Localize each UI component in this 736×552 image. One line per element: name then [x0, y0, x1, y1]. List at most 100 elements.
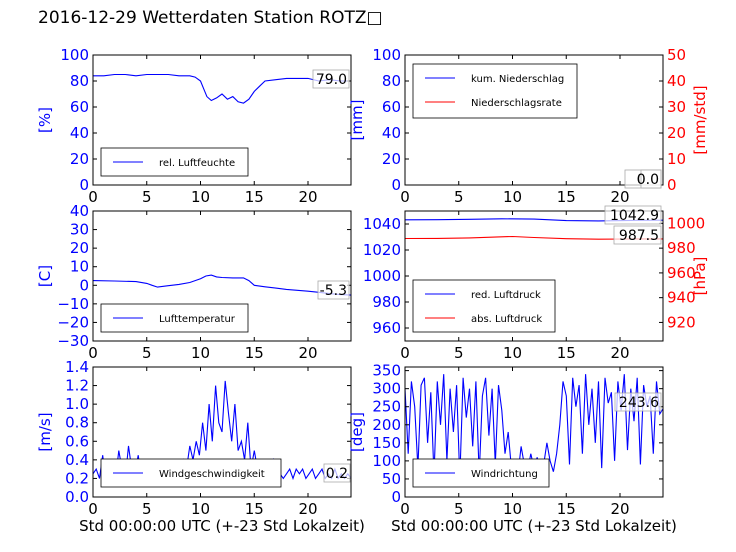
x-tick-label: 15: [557, 188, 576, 206]
x-tick-label: 0: [88, 344, 98, 362]
series-line-humidity-0: [93, 73, 351, 104]
y-tick-label: 40: [382, 124, 401, 142]
y2-tick-label: 0: [667, 176, 677, 194]
y-axis-label: [C]: [36, 265, 54, 287]
y-tick-label: 100: [372, 46, 401, 64]
page-title: 2016-12-29 Wetterdaten Station ROTZ□: [38, 8, 383, 28]
y-tick-label: 30: [70, 221, 89, 239]
x-tick-label: 10: [503, 188, 522, 206]
value-annotation-box: [312, 69, 350, 89]
value-annotation-box: [614, 392, 662, 412]
chart-pressure: 0 5 10 15 20 960 980 1000 1020 1040 920 940 960 980 10…: [363, 205, 709, 362]
y-axis-label: [%]: [36, 107, 54, 133]
x-tick-label: 0: [400, 500, 410, 518]
y-tick-label: 1.0: [65, 395, 89, 413]
legend: Lufttemperatur: [100, 303, 249, 333]
y-tick-label: 1.2: [65, 377, 89, 395]
y-tick-label: 0: [391, 488, 401, 506]
y2-axis-label: [mm/std]: [691, 85, 709, 154]
x-tick-label: 15: [557, 344, 576, 362]
y2-tick-label: 10: [667, 150, 686, 168]
y-tick-label: 350: [372, 362, 401, 380]
x-tick-label: 20: [298, 188, 317, 206]
legend: kum. Niederschlag Niederschlagsrate: [412, 63, 578, 119]
value-annotation-box: [323, 463, 351, 483]
y-tick-label: −30: [57, 332, 89, 350]
chart-precip: 0 5 10 15 20 0 20 40 60 80 100 0 10 20 30 40 50 [mm] [mm/s…: [348, 46, 709, 206]
value-annotation: -5.3: [320, 283, 347, 299]
legend-label: Niederschlagsrate: [471, 98, 562, 109]
legend-label: Lufttemperatur: [159, 314, 236, 325]
legend-box: [412, 279, 556, 333]
value-annotation: 0.0: [637, 172, 659, 188]
y-tick-label: 50: [382, 470, 401, 488]
y-tick-label: 960: [372, 319, 401, 337]
y-tick-label: 0.6: [65, 432, 89, 450]
x-tick-label: 15: [245, 344, 264, 362]
y-tick-label: 80: [382, 72, 401, 90]
value-annotation-box: [604, 205, 662, 225]
value-annotation-box: [613, 225, 662, 245]
chart-temperature: 0 5 10 15 20−30−20−10010203040[C]Lufttempera…: [36, 202, 352, 362]
axes-frame: [404, 54, 664, 186]
x-tick-label: 10: [191, 344, 210, 362]
y-tick-label: 10: [70, 258, 89, 276]
value-annotation: 79.0: [316, 72, 347, 88]
y-tick-label: 1020: [363, 241, 401, 259]
value-annotation-box: [640, 169, 662, 189]
y-tick-label: 0.2: [65, 469, 89, 487]
legend-label: Windrichtung: [471, 469, 538, 480]
y2-tick-label: 1000: [667, 214, 705, 232]
value-annotation-box: [317, 280, 350, 300]
series-line-temperature-0: [93, 274, 351, 296]
y-tick-label: 100: [372, 452, 401, 470]
value-annotation: 987.5: [619, 228, 659, 244]
x-tick-label: 20: [610, 500, 629, 518]
legend-label: rel. Luftfeuchte: [159, 158, 235, 169]
y-tick-label: 200: [372, 416, 401, 434]
y-tick-label: 300: [372, 380, 401, 398]
x-tick-label: 10: [503, 344, 522, 362]
axes-frame: [92, 210, 352, 342]
y-tick-label: 250: [372, 398, 401, 416]
x-tick-label: 15: [557, 500, 576, 518]
y-tick-label: 150: [372, 434, 401, 452]
axes-frame: [404, 366, 664, 498]
y2-tick-label: 30: [667, 98, 686, 116]
value-annotation: 243.6: [619, 395, 659, 411]
y2-tick-label: 50: [667, 46, 686, 64]
x-tick-label: 5: [454, 188, 464, 206]
legend: Windrichtung: [412, 458, 550, 488]
x-axis-label: Std 00:00:00 UTC (+-23 Std Lokalzeit): [391, 517, 677, 535]
legend-box: [412, 63, 578, 119]
legend: rel. Luftfeuchte: [100, 147, 249, 177]
x-tick-label: 0: [400, 188, 410, 206]
x-tick-label: 5: [142, 500, 152, 518]
y-tick-label: 1000: [363, 267, 401, 285]
y-tick-label: −10: [57, 295, 89, 313]
x-tick-label: 5: [142, 344, 152, 362]
x-tick-label: 10: [503, 500, 522, 518]
value-annotation: 1042.9: [610, 208, 659, 224]
axes-frame: [92, 366, 352, 498]
chart-wind-speed: 0 5 10 15 200.00.20.40.60.81.01.21.4[m/s]Std…: [36, 358, 365, 535]
x-tick-label: 10: [191, 500, 210, 518]
x-tick-label: 20: [610, 344, 629, 362]
x-tick-label: 20: [610, 188, 629, 206]
legend-label: red. Luftdruck: [471, 290, 541, 301]
x-tick-label: 0: [88, 500, 98, 518]
y-tick-label: 60: [382, 98, 401, 116]
chart-humidity: 0 5 10 15 20 0 20 40 60 80 100 [%] rel. Luftfeuchte 7…: [36, 46, 352, 206]
y-tick-label: 80: [70, 72, 89, 90]
y-tick-label: 20: [70, 239, 89, 257]
y2-tick-label: 940: [667, 289, 696, 307]
y2-tick-label: 40: [667, 72, 686, 90]
y-tick-label: 980: [372, 293, 401, 311]
y-axis-label: [deg]: [348, 412, 366, 452]
x-tick-label: 5: [142, 188, 152, 206]
x-axis-label: Std 00:00:00 UTC (+-23 Std Lokalzeit): [79, 517, 365, 535]
legend-label: abs. Luftdruck: [471, 314, 542, 325]
legend: Windgeschwindigkeit: [100, 458, 282, 488]
